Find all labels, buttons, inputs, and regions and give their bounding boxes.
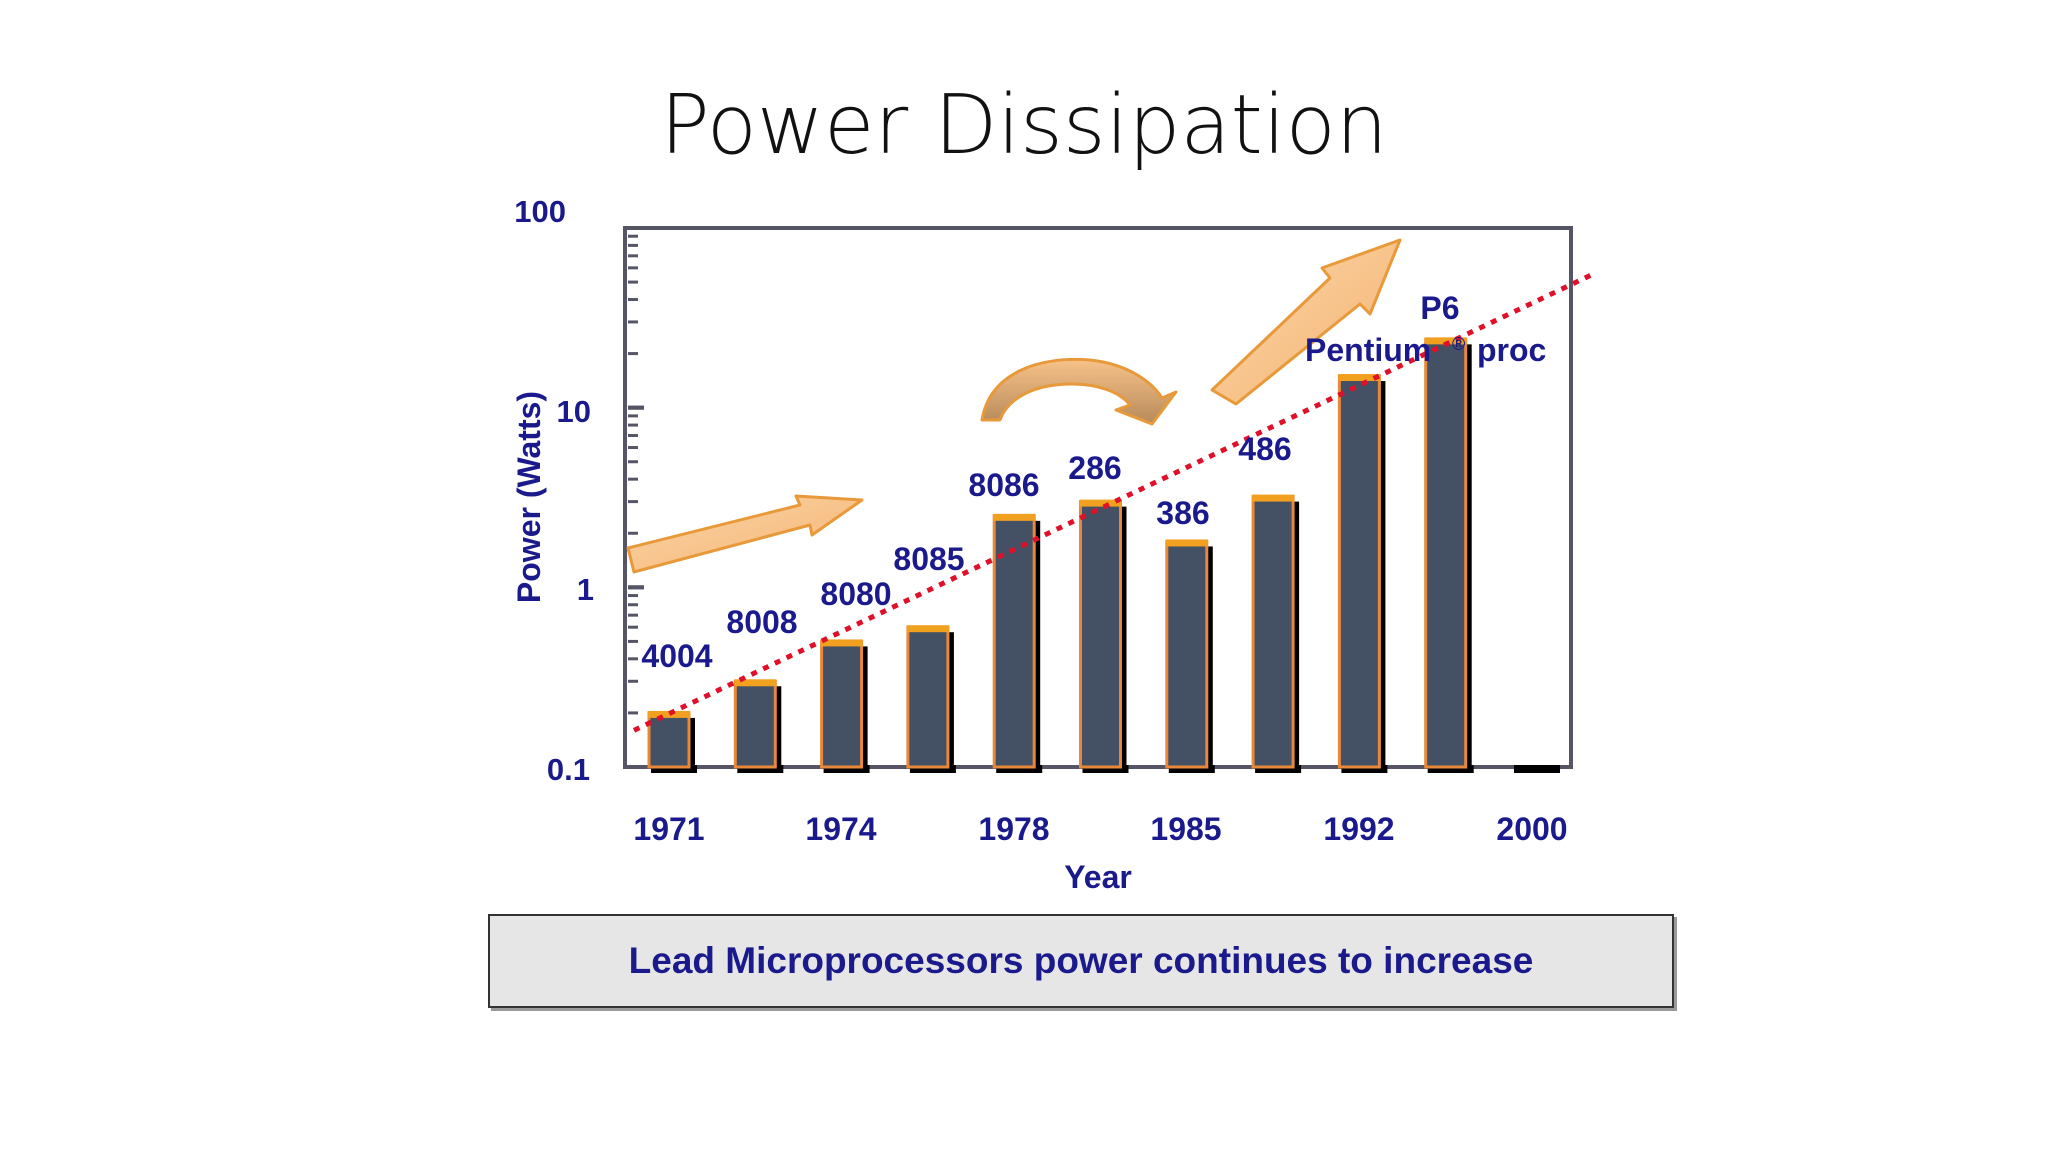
bar-386 <box>1165 539 1215 773</box>
arrow-up-right-icon <box>626 494 864 574</box>
x-axis-label: Year <box>1064 859 1132 895</box>
arrow-curved-icon <box>980 357 1178 426</box>
bar-8085 <box>906 625 956 773</box>
y-tick-label: 10 <box>557 394 591 429</box>
y-tick-label: 1 <box>577 572 594 607</box>
power-chart: 100 10 1 0.1 Power (Watts) 1971 1974 197… <box>511 194 1594 895</box>
x-tick-label: 1992 <box>1323 811 1394 847</box>
bar-4004 <box>647 710 697 773</box>
bar-label-8080: 8080 <box>820 576 891 612</box>
caption-text: Lead Microprocessors power continues to … <box>628 940 1534 981</box>
bar-label-proc: proc <box>1477 332 1546 368</box>
x-tick-label: 1985 <box>1150 811 1221 847</box>
caption-box: Lead Microprocessors power continues to … <box>488 914 1674 1008</box>
bar-label-8085: 8085 <box>893 541 964 577</box>
bar-label-8086: 8086 <box>968 467 1039 503</box>
bar-label-p6: P6 <box>1420 290 1459 326</box>
y-axis-label: Power (Watts) <box>511 391 547 603</box>
y-tick-label: 0.1 <box>547 752 590 787</box>
bar-series <box>647 337 1560 773</box>
bar-8086 <box>992 513 1043 773</box>
y-tick-label: 100 <box>514 194 566 229</box>
bar-empty <box>1514 765 1560 773</box>
x-tick-label: 1978 <box>978 811 1049 847</box>
bar-label-8008: 8008 <box>726 604 797 640</box>
bar-label-4004: 4004 <box>641 638 712 674</box>
bar-8008 <box>733 679 784 773</box>
bar-label-286: 286 <box>1068 450 1121 486</box>
bar-label-386: 386 <box>1156 495 1209 531</box>
bar-label-486: 486 <box>1238 431 1291 467</box>
slide-title: Power Dissipation <box>660 78 1388 173</box>
bar-p6 <box>1424 337 1474 773</box>
x-tick-label: 1974 <box>805 811 876 847</box>
x-tick-label: 2000 <box>1496 811 1567 847</box>
trend-line <box>632 272 1594 733</box>
y-minor-ticks <box>628 226 644 769</box>
arrow-steep-up-icon <box>1210 238 1402 406</box>
bar-pentium <box>1337 374 1388 773</box>
bar-286 <box>1079 499 1129 773</box>
x-tick-label: 1971 <box>633 811 704 847</box>
bar-486 <box>1251 494 1302 773</box>
bar-label-pentium: Pentium <box>1305 332 1431 368</box>
bar-8080 <box>820 639 870 773</box>
registered-mark: ® <box>1452 334 1465 354</box>
